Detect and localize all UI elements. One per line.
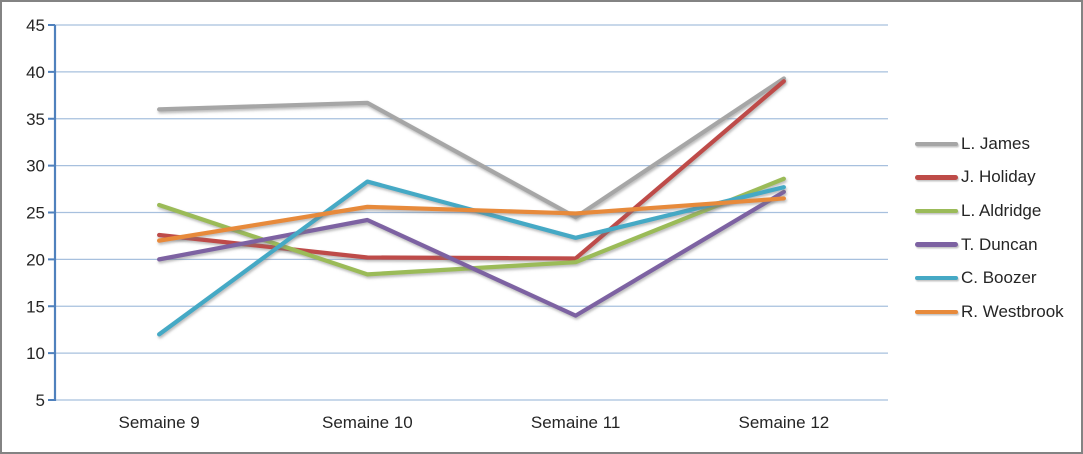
legend-swatch-l-james xyxy=(915,141,958,147)
y-axis-tick-label: 30 xyxy=(26,157,45,176)
legend-item-l-aldridge: L. Aldridge xyxy=(915,194,1064,228)
y-axis-tick-label: 40 xyxy=(26,63,45,82)
y-axis-tick-label: 5 xyxy=(36,391,45,410)
legend-item-j-holiday: J. Holiday xyxy=(915,161,1064,195)
legend-item-r-westbrook: R. Westbrook xyxy=(915,295,1064,329)
legend-label: C. Boozer xyxy=(961,268,1037,288)
legend: L. James J. Holiday L. Aldridge T. Duncan C.… xyxy=(915,127,1064,329)
x-axis-category-label: Semaine 10 xyxy=(322,413,413,432)
x-axis-category-label: Semaine 11 xyxy=(531,413,620,432)
y-axis-tick-label: 10 xyxy=(26,344,45,363)
x-axis-category-label: Semaine 9 xyxy=(118,413,199,432)
y-axis-tick-label: 15 xyxy=(26,297,45,316)
legend-label: J. Holiday xyxy=(961,167,1036,187)
y-axis-tick-label: 25 xyxy=(26,204,45,223)
y-axis-labels: 45 40 35 30 25 20 15 10 5 xyxy=(26,16,45,410)
legend-label: R. Westbrook xyxy=(961,301,1064,321)
y-axis-tick-label: 45 xyxy=(26,16,45,35)
legend-item-c-boozer: C. Boozer xyxy=(915,261,1064,295)
series-line-r-westbrook xyxy=(157,196,786,243)
legend-label: L. Aldridge xyxy=(961,200,1042,220)
axes xyxy=(48,24,57,401)
legend-label: T. Duncan xyxy=(961,234,1038,254)
series-line-l-james xyxy=(157,76,786,220)
legend-swatch-l-aldridge xyxy=(915,208,958,214)
legend-item-t-duncan: T. Duncan xyxy=(915,228,1064,262)
y-axis-tick-label: 20 xyxy=(26,250,45,269)
legend-swatch-r-westbrook xyxy=(915,309,958,315)
legend-swatch-c-boozer xyxy=(915,275,958,281)
series-line-t-duncan xyxy=(157,189,786,318)
x-axis-labels: Semaine 9 Semaine 10 Semaine 11 Semaine 12 xyxy=(118,413,829,432)
legend-item-l-james: L. James xyxy=(915,127,1064,161)
series-lines xyxy=(157,76,786,337)
legend-label: L. James xyxy=(961,133,1030,153)
legend-swatch-j-holiday xyxy=(915,175,958,180)
x-axis-category-label: Semaine 12 xyxy=(739,413,830,432)
series-line-j-holiday xyxy=(157,79,786,261)
legend-swatch-t-duncan xyxy=(915,242,958,247)
y-axis-tick-label: 35 xyxy=(26,110,45,129)
